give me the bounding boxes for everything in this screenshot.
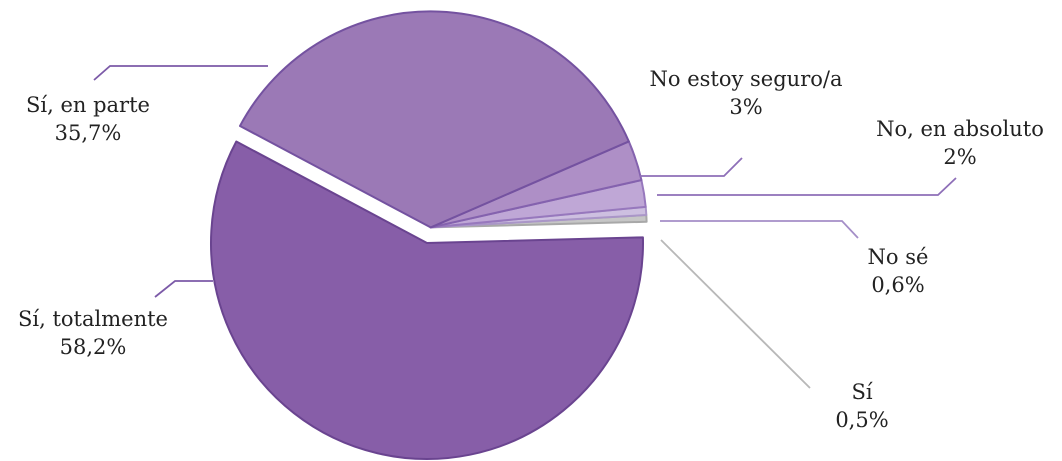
leader-line-no-s-	[660, 220, 859, 239]
pie-slices	[210, 10, 648, 460]
pie-slice-s-totalmente	[210, 140, 644, 460]
label-si-name: Sí	[851, 380, 872, 404]
label-no-en-absoluto-name: No, en absoluto	[876, 117, 1044, 141]
leader-line-no-estoy-seguro-a	[640, 157, 743, 177]
label-no-en-absoluto-value: 2%	[943, 145, 976, 169]
leader-line-s-en-parte	[93, 65, 268, 81]
label-no-estoy-seguro-name: No estoy seguro/a	[650, 67, 843, 91]
leader-line-s-totalmente	[154, 280, 213, 298]
label-no-se-name: No sé	[868, 245, 929, 269]
leader-line-no-en-absoluto	[657, 177, 957, 196]
leader-lines	[93, 65, 957, 389]
label-si-en-parte-name: Sí, en parte	[26, 93, 150, 117]
label-si-value: 0,5%	[835, 408, 888, 432]
label-si-totalmente-name: Sí, totalmente	[18, 307, 168, 331]
label-no-se-value: 0,6%	[871, 273, 924, 297]
label-si-totalmente-value: 58,2%	[60, 335, 127, 359]
leader-line-s-	[660, 239, 811, 389]
label-si-en-parte-value: 35,7%	[55, 121, 122, 145]
pie-slice-s-en-parte	[238, 10, 630, 229]
label-no-estoy-seguro-value: 3%	[729, 95, 762, 119]
slice-labels: Sí, en parte 35,7% No estoy seguro/a 3% …	[18, 67, 1044, 432]
